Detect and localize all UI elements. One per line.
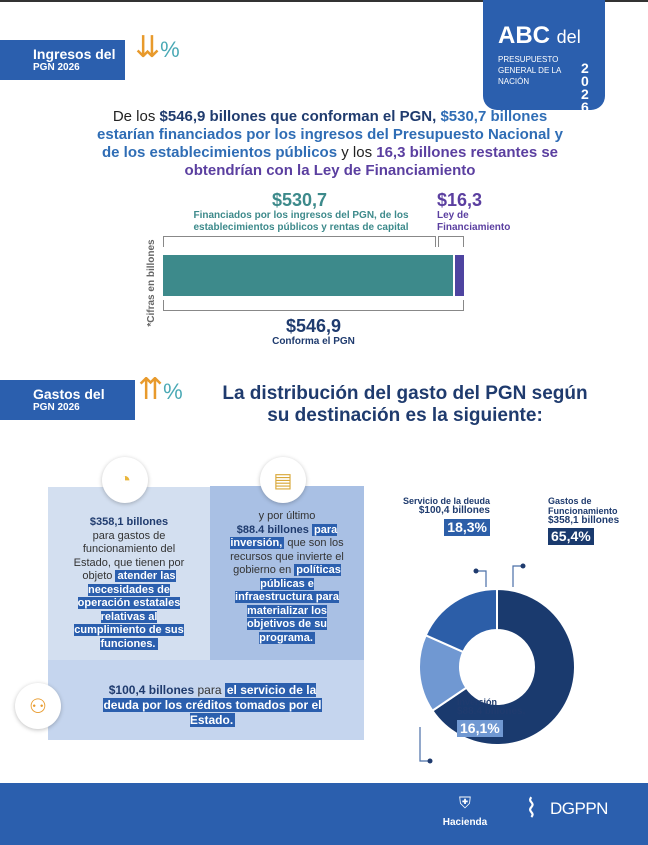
bar-left-label: Financiados por los ingresos del PGN, de…: [193, 210, 409, 233]
coat-of-arms-icon: ⛨: [458, 795, 471, 812]
bar-right-label: Ley de Financiamiento: [437, 210, 511, 233]
bar-total-label: Conforma el PGN: [272, 336, 355, 347]
box2-text: y por último $88.4 billones para inversió…: [230, 510, 344, 644]
hacienda-logo: Hacienda: [442, 817, 488, 828]
pie-chart-icon: ◔: [102, 457, 148, 503]
handshake-globe-icon: ⚇: [15, 683, 61, 729]
donut-segment-0: [431, 587, 576, 746]
percent-up-arrows-icon: ⇈%: [138, 373, 183, 406]
bracket-right: [438, 236, 464, 247]
leader-dot-2: [427, 758, 433, 764]
gastos-title: La distribución del gasto del PGN según …: [222, 383, 588, 426]
label-inversion: Inversión $88.4 billones, 16,1%: [457, 697, 526, 737]
label-funcionamiento: Gastos de Funcionamiento $358,1 billones 6…: [548, 496, 620, 545]
section-subtitle: PGN 2026: [33, 402, 80, 413]
donut-segment-2: [424, 587, 498, 654]
colombia-map-icon: ⌇: [525, 793, 538, 823]
axis-note: *Cifras en billones: [146, 239, 157, 327]
badge-del: del: [556, 27, 581, 47]
box3-text: $100,4 billones para el servicio de la d…: [103, 683, 322, 727]
badge-abc: ABC: [498, 22, 550, 49]
badge-year: 2026: [581, 60, 589, 115]
gastos-section-header: Gastos del PGN 2026: [0, 380, 135, 420]
top-border: [0, 0, 648, 2]
bar-segment-0: [163, 255, 454, 296]
dgppn-logo: DGPPN: [550, 799, 608, 818]
bar-left-value: $530,7: [271, 190, 328, 210]
badge-subtitle: PRESUPUESTO GENERAL DE LA NACIÓN: [498, 55, 561, 86]
ingresos-section-header: Ingresos del PGN 2026: [0, 40, 125, 80]
bar-total-value: $546,9: [285, 316, 342, 336]
stacked-bar: [163, 255, 464, 296]
box1-text: $358,1 billones para gastos de funcionami…: [73, 516, 185, 650]
footer: ⛨ Hacienda ⌇ DGPPN: [0, 783, 648, 845]
percent-down-arrows-icon: ⇊%: [135, 31, 180, 64]
leader-line-1: [512, 565, 523, 587]
donut-chart: [418, 563, 576, 764]
section-title: Gastos del: [33, 386, 105, 402]
bracket-total: [163, 300, 464, 311]
section-subtitle: PGN 2026: [33, 62, 80, 73]
bracket-left: [163, 236, 436, 247]
leader-dot-0: [473, 568, 479, 574]
bar-segment-1: [455, 255, 464, 296]
ingresos-intro: De los $546,9 billones que conforman el …: [97, 108, 563, 179]
leader-dot-1: [520, 563, 526, 569]
abc-badge: ABC del PRESUPUESTO GENERAL DE LA NACIÓN…: [483, 0, 605, 114]
label-deuda: Servicio de la deuda $100,4 billones 18,3%: [402, 496, 490, 536]
blueprint-icon: ▤: [260, 457, 306, 503]
bar-right-value: $16,3: [437, 190, 483, 210]
leader-line-2: [419, 727, 430, 762]
section-title: Ingresos del: [33, 46, 116, 62]
leader-line-0: [476, 570, 487, 587]
